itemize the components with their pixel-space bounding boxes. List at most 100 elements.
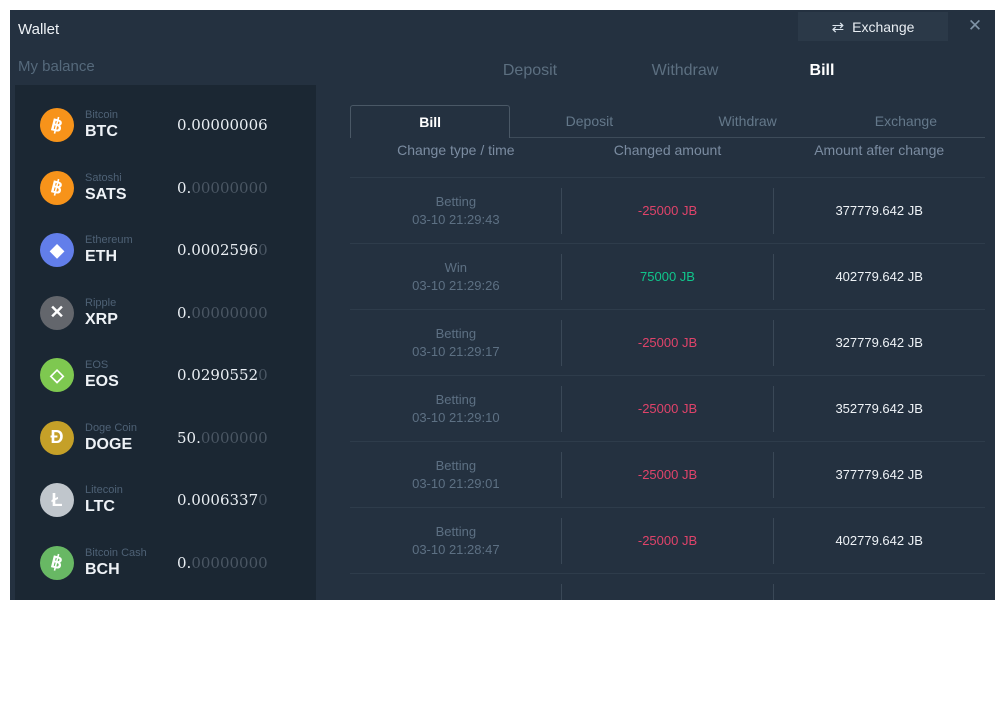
balance-row-eth[interactable]: ◆ Ethereum ETH 0.00025960: [15, 219, 316, 282]
coin-balance: 0.00063370: [177, 491, 268, 510]
wallet-modal: Wallet ⇄ Exchange ✕ My balance ฿ Bitcoin…: [10, 10, 995, 600]
sub-tab-withdraw[interactable]: Withdraw: [718, 113, 777, 129]
change-time: 03-10 21:28:47: [412, 541, 500, 557]
change-type: Betting: [435, 325, 477, 341]
coin-balance: 0.00000006: [177, 116, 268, 135]
balance-row-doge[interactable]: Ð Doge Coin DOGE 50.0000000: [15, 407, 316, 470]
exchange-button-label: Exchange: [852, 18, 915, 35]
table-row: Betting 03-10 21:29:43 -25000 JB 377779.…: [350, 178, 985, 244]
eos-icon: ◇: [40, 358, 74, 393]
coin-symbol: ETH: [85, 248, 117, 266]
amount-after-change: 402779.642 JB: [835, 269, 923, 284]
swap-arrows-icon: ⇄: [831, 18, 845, 36]
balance-row-bch[interactable]: ฿ Bitcoin Cash BCH 0.00000000: [15, 532, 316, 595]
cell-divider: [561, 452, 562, 498]
cell-divider: [773, 584, 774, 600]
changed-amount: -25000 JB: [637, 335, 698, 350]
amount-after-change: 352779.642 JB: [835, 401, 923, 416]
coin-name: Litecoin: [85, 484, 123, 497]
amount-after-change: 327779.642 JB: [835, 335, 923, 350]
column-amount-after-change: Amount after change: [814, 142, 945, 158]
ripple-icon: ✕: [40, 295, 74, 330]
cell-divider: [773, 452, 774, 498]
changed-amount: 75000 JB: [640, 269, 695, 284]
coin-name: Satoshi: [85, 171, 122, 184]
cell-divider: [773, 254, 774, 300]
bitcoin-icon: ฿: [40, 108, 74, 143]
coin-symbol: BTC: [85, 123, 118, 141]
cell-divider: [561, 518, 562, 564]
amount-after-change: 377779.642 JB: [835, 203, 923, 218]
coin-name: Doge Coin: [85, 421, 137, 434]
ethereum-icon: ◆: [40, 233, 74, 268]
balance-heading: My balance: [18, 58, 95, 75]
dogecoin-icon: Ð: [40, 420, 74, 455]
table-row: Win: [350, 574, 985, 600]
coin-balance: 0.00000000: [177, 178, 268, 197]
sub-tab-bill[interactable]: Bill: [350, 105, 511, 138]
coin-symbol: EOS: [85, 373, 119, 391]
coin-symbol: DOGE: [85, 435, 133, 453]
change-type: Betting: [435, 391, 477, 407]
coin-name: EOS: [85, 359, 109, 372]
balance-row-ltc[interactable]: Ł Litecoin LTC 0.00063370: [15, 469, 316, 532]
coin-symbol: SATS: [85, 185, 127, 203]
main-tab-bar: Deposit Withdraw Bill: [350, 62, 985, 86]
coin-balance: 50.0000000: [177, 428, 268, 447]
tab-deposit[interactable]: Deposit: [502, 62, 558, 79]
balance-row-xrp[interactable]: ✕ Ripple XRP 0.00000000: [15, 282, 316, 345]
coin-name: Ethereum: [85, 234, 133, 247]
balance-row-eos[interactable]: ◇ EOS EOS 0.02905520: [15, 344, 316, 407]
cell-divider: [561, 254, 562, 300]
table-row: Betting 03-10 21:29:17 -25000 JB 327779.…: [350, 310, 985, 376]
balance-row-sats[interactable]: ฿ Satoshi SATS 0.00000000: [15, 157, 316, 220]
cell-divider: [561, 386, 562, 432]
table-row: Betting 03-10 21:28:47 -25000 JB 402779.…: [350, 508, 985, 574]
sub-tab-exchange[interactable]: Exchange: [874, 113, 938, 129]
cell-divider: [773, 518, 774, 564]
cell-divider: [561, 188, 562, 234]
table-row: Win 03-10 21:29:26 75000 JB 402779.642 J…: [350, 244, 985, 310]
change-type: Win: [350, 598, 562, 601]
coin-name: Bitcoin Cash: [85, 546, 147, 559]
balance-panel: ฿ Bitcoin BTC 0.00000006 ฿ Satoshi SATS …: [15, 85, 316, 600]
close-icon[interactable]: ✕: [967, 16, 983, 35]
balance-row-btc[interactable]: ฿ Bitcoin BTC 0.00000006: [15, 94, 316, 157]
change-time: 03-10 21:29:01: [412, 475, 500, 491]
table-row: Betting 03-10 21:29:10 -25000 JB 352779.…: [350, 376, 985, 442]
amount-after-change: 377779.642 JB: [835, 467, 923, 482]
coin-balance: 0.00000000: [177, 303, 268, 322]
coin-name: Bitcoin: [85, 109, 119, 122]
window-title: Wallet: [18, 21, 60, 38]
satoshi-icon: ฿: [40, 170, 74, 205]
coin-balance: 0.02905520: [177, 366, 268, 385]
exchange-button[interactable]: ⇄ Exchange: [798, 12, 948, 41]
change-type: Betting: [435, 193, 477, 209]
tab-withdraw[interactable]: Withdraw: [651, 62, 719, 79]
bitcoin-cash-icon: ฿: [40, 545, 74, 580]
amount-after-change: 402779.642 JB: [835, 533, 923, 548]
tab-bill[interactable]: Bill: [809, 62, 835, 79]
change-type: Win: [444, 259, 468, 275]
history-table-body: Betting 03-10 21:29:43 -25000 JB 377779.…: [350, 178, 985, 600]
coin-symbol: BCH: [85, 560, 120, 578]
change-time: 03-10 21:29:17: [412, 343, 500, 359]
table-row: Betting 03-10 21:29:01 -25000 JB 377779.…: [350, 442, 985, 508]
litecoin-icon: Ł: [40, 483, 74, 518]
change-time: 03-10 21:29:10: [412, 409, 500, 425]
changed-amount: -25000 JB: [637, 533, 698, 548]
change-time: 03-10 21:29:43: [412, 211, 500, 227]
cell-divider: [773, 320, 774, 366]
sub-tab-deposit[interactable]: Deposit: [565, 113, 614, 129]
bill-sub-tab-bar: Bill Deposit Withdraw Exchange: [350, 105, 985, 138]
changed-amount: -25000 JB: [637, 401, 698, 416]
changed-amount: -25000 JB: [637, 203, 698, 218]
cell-divider: [773, 188, 774, 234]
coin-balance: 0.00000000: [177, 553, 268, 572]
change-type: Betting: [435, 457, 477, 473]
coin-symbol: LTC: [85, 498, 115, 516]
history-table-header: Change type / time Changed amount Amount…: [350, 142, 985, 158]
header-divider: [350, 177, 985, 178]
changed-amount: -25000 JB: [637, 467, 698, 482]
column-changed-amount: Changed amount: [613, 142, 722, 158]
